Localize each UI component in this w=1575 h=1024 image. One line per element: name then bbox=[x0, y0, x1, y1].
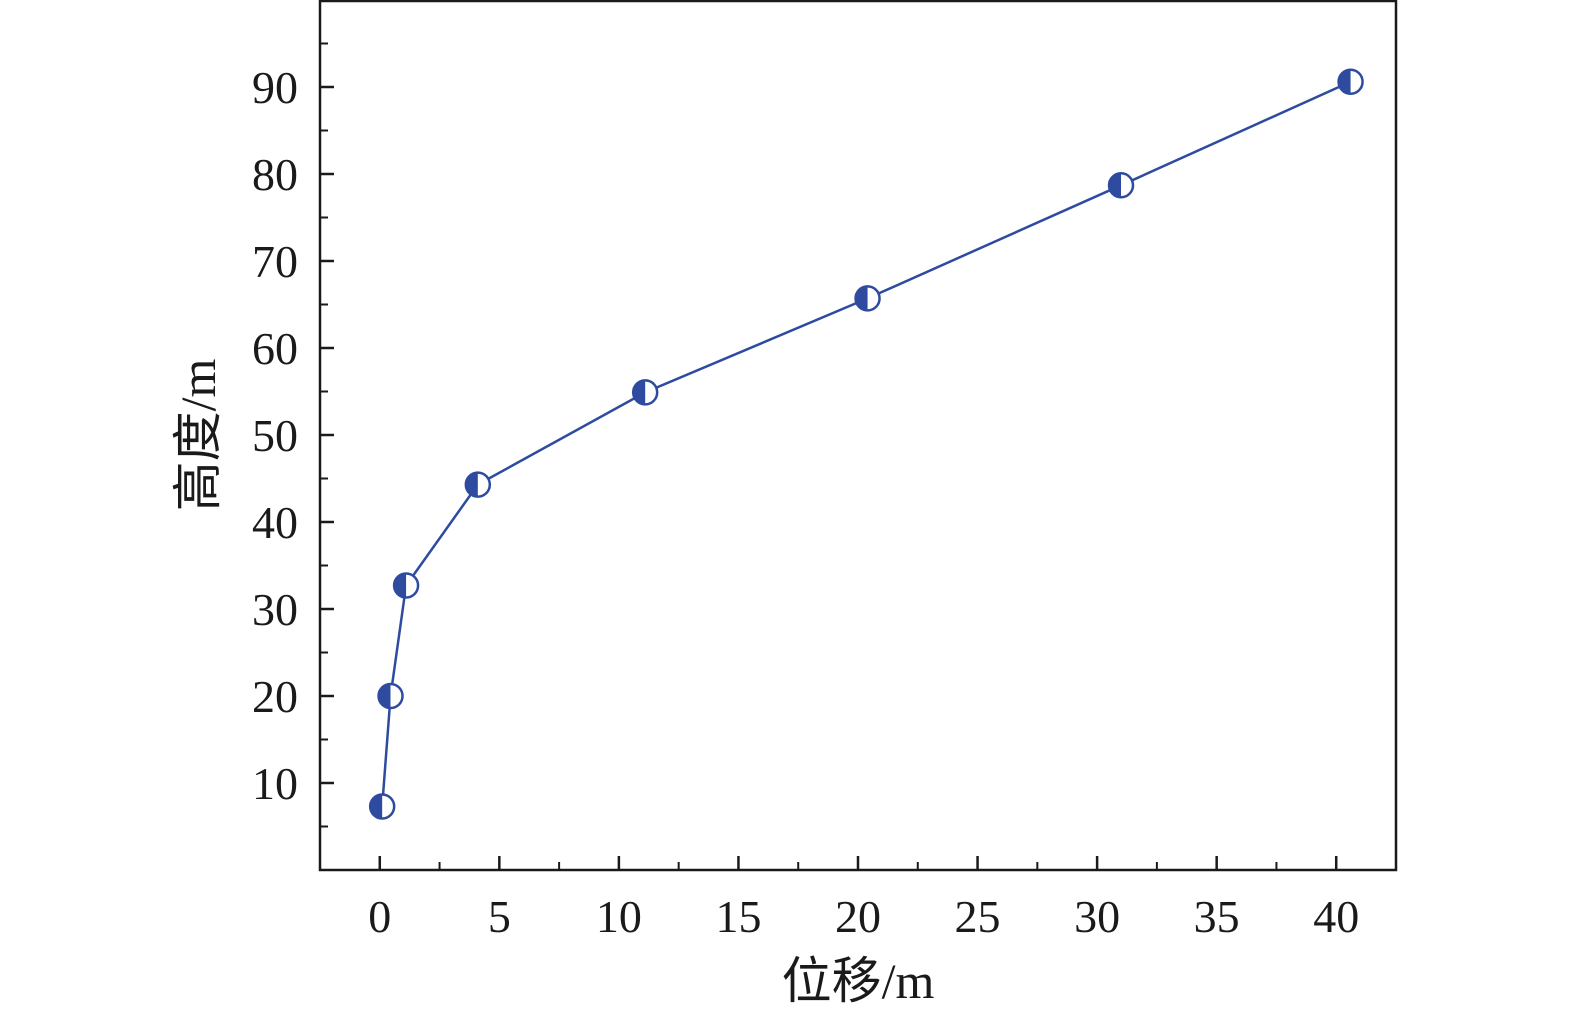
x-tick-label: 35 bbox=[1194, 891, 1240, 942]
x-tick-label: 20 bbox=[835, 891, 881, 942]
x-tick-label: 30 bbox=[1074, 891, 1120, 942]
axes bbox=[318, 0, 1398, 872]
x-tick-label: 15 bbox=[715, 891, 761, 942]
x-tick-label: 0 bbox=[368, 891, 391, 942]
series bbox=[368, 68, 1364, 820]
data-point bbox=[464, 471, 492, 498]
data-point bbox=[1337, 68, 1364, 96]
x-tick-label: 40 bbox=[1313, 891, 1359, 942]
y-tick-label: 60 bbox=[252, 323, 298, 374]
x-axis-label: 位移/m bbox=[782, 953, 935, 1009]
data-point bbox=[1107, 172, 1135, 199]
y-tick-label: 10 bbox=[252, 758, 298, 809]
data-point bbox=[854, 285, 881, 312]
y-tick-label: 50 bbox=[252, 410, 298, 461]
tick-labels: 0 5 10 15 20 25 30 35 40 10 20 30 40 50 60 70 80 90 bbox=[252, 62, 1359, 942]
x-tick-label: 5 bbox=[488, 891, 511, 942]
data-point bbox=[368, 793, 396, 820]
ticks bbox=[319, 42, 1397, 870]
data-point bbox=[392, 572, 420, 599]
series-line bbox=[380, 80, 1352, 807]
data-point bbox=[377, 682, 404, 710]
data-point bbox=[631, 379, 659, 406]
y-axis-label: 高度/m bbox=[170, 359, 226, 512]
y-tick-label: 20 bbox=[252, 671, 298, 722]
y-tick-label: 90 bbox=[252, 62, 298, 113]
y-tick-label: 70 bbox=[252, 236, 298, 287]
y-tick-label: 80 bbox=[252, 149, 298, 200]
plot-frame bbox=[318, 0, 1398, 872]
x-tick-label: 10 bbox=[596, 891, 642, 942]
y-tick-label: 30 bbox=[252, 584, 298, 635]
y-tick-label: 40 bbox=[252, 497, 298, 548]
x-tick-label: 25 bbox=[955, 891, 1001, 942]
